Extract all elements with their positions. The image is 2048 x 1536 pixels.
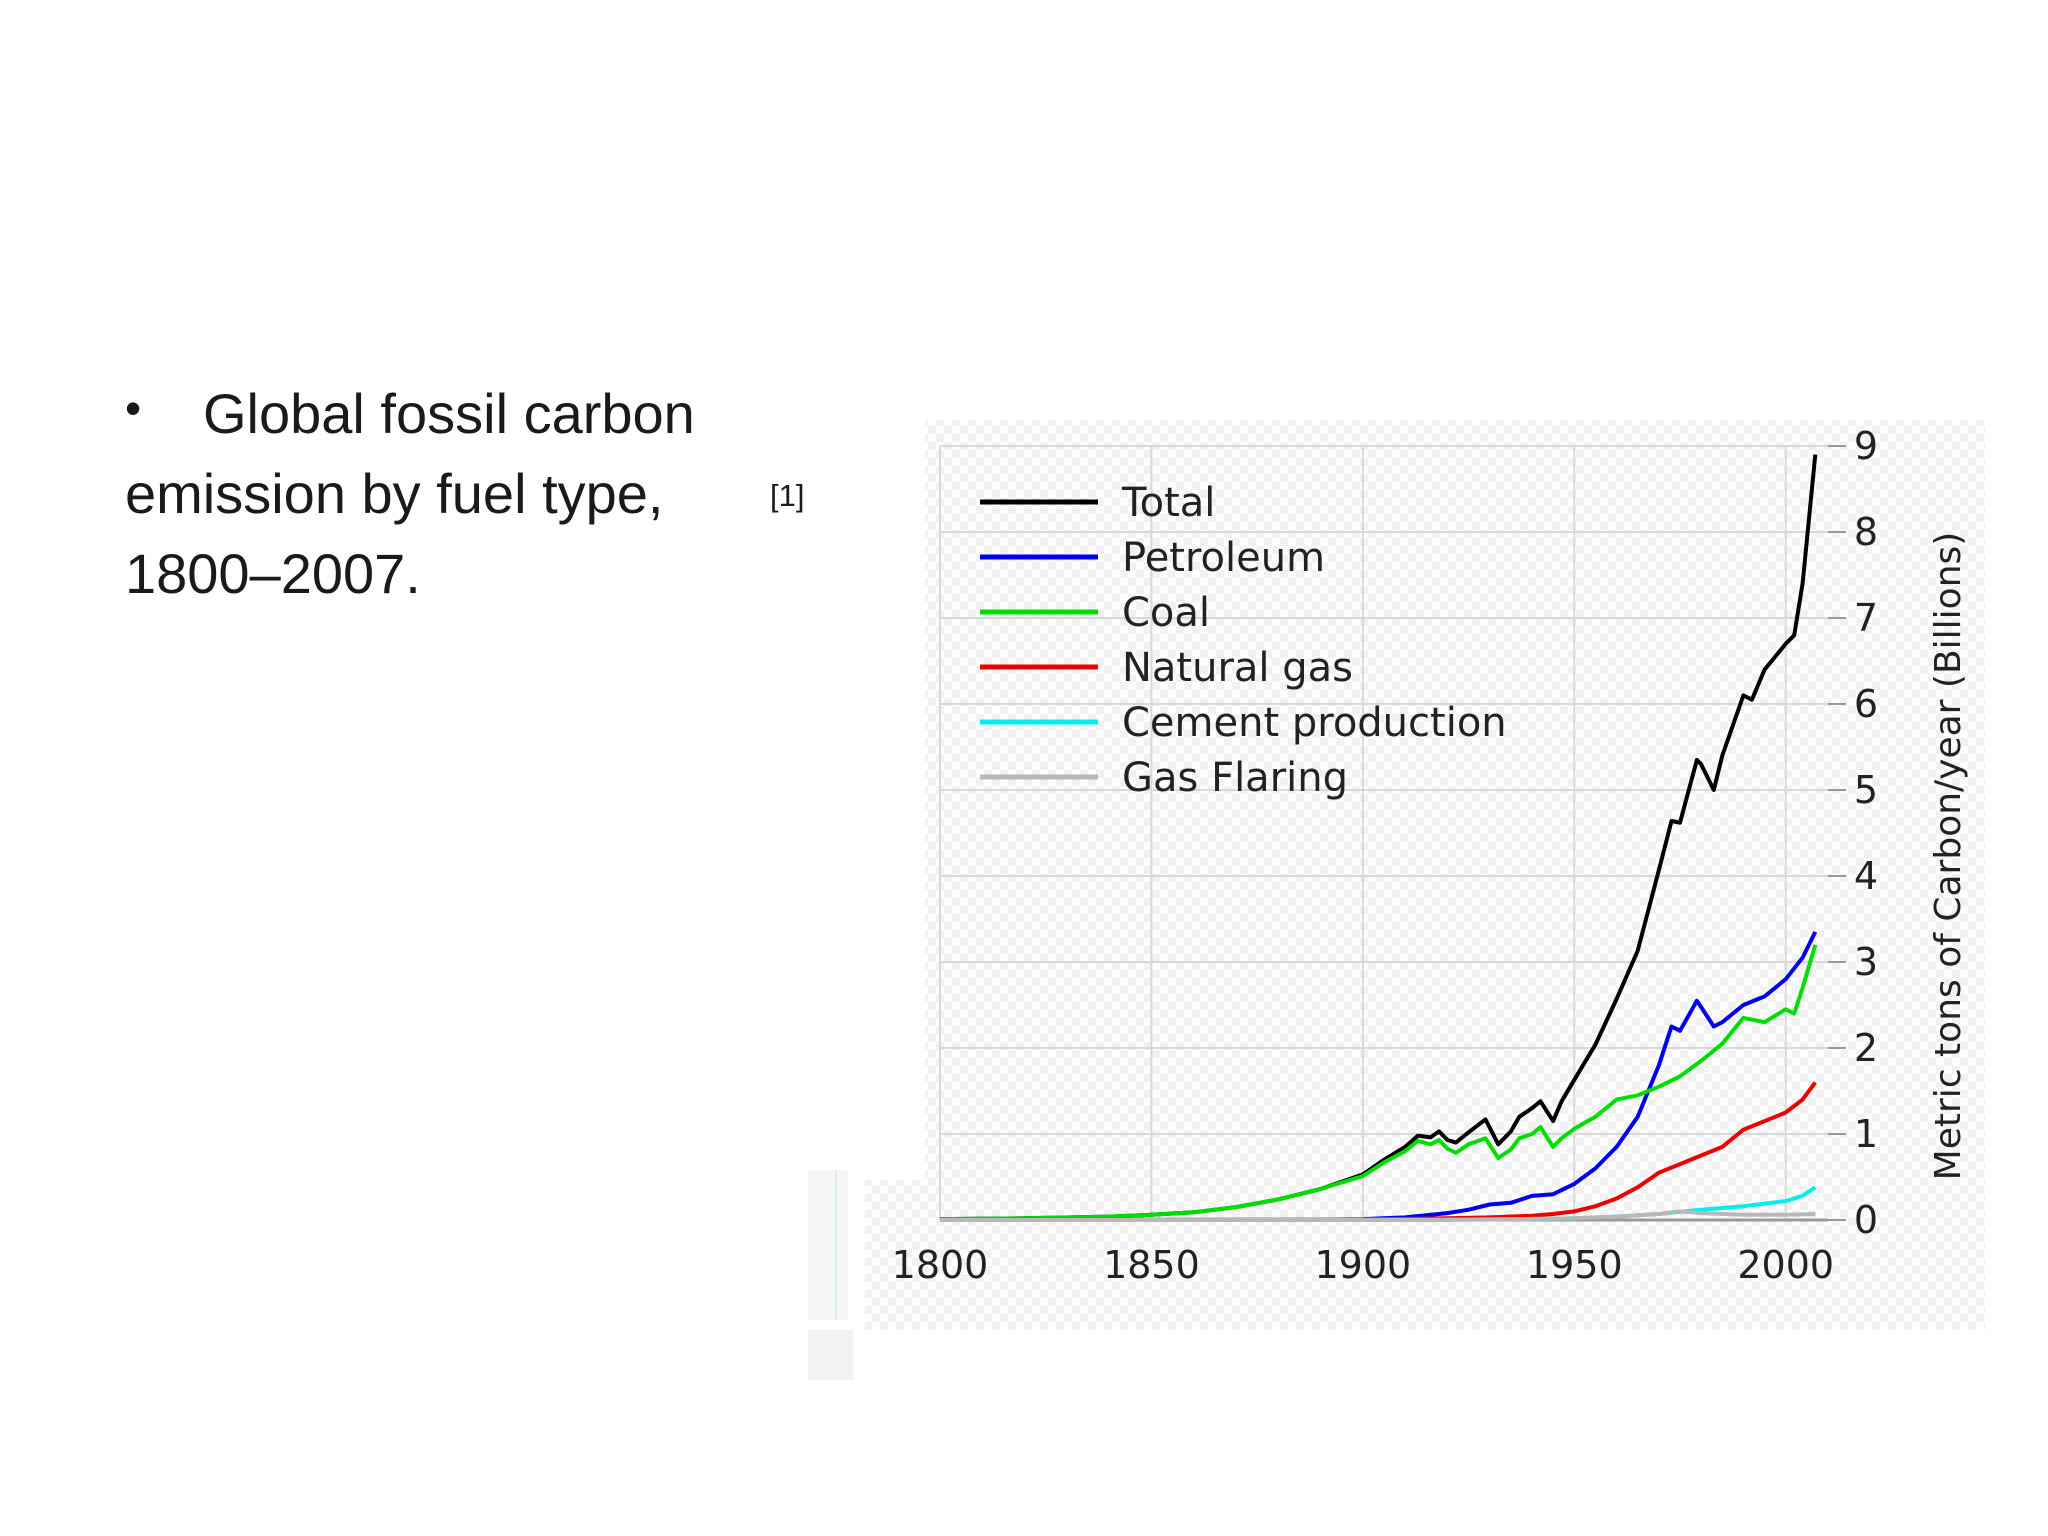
series-lines [939,454,1818,1222]
chart-background-lower [865,1180,1985,1330]
caption-block: • Global fossil carbon emission by fuel … [125,374,845,614]
y-tick-label: 6 [1854,682,1878,726]
x-tick-label: 1950 [1526,1243,1623,1287]
y-tick-label: 7 [1854,596,1878,640]
image-artifact [808,1170,848,1320]
y-axis-label: Metric tons of Carbon/year (Billions) [1928,532,1969,1181]
caption-line-2: emission by fuel type, [125,454,845,534]
y-tick-label: 4 [1854,854,1878,898]
legend-label: Petroleum [1122,535,1325,581]
y-tick-label: 8 [1854,510,1878,554]
legend-label: Cement production [1122,700,1507,746]
x-tick-label: 1800 [892,1243,989,1287]
y-tick-label: 2 [1854,1026,1878,1070]
legend-label: Natural gas [1122,645,1353,691]
series-line-gas-flaring [940,1209,1816,1222]
y-tick-label: 5 [1854,768,1878,812]
bullet-icon: • [125,382,142,434]
x-tick-label: 2000 [1737,1243,1834,1287]
chart-svg: 1800 1850 1900 1950 2000 0 1 2 3 4 5 6 7 8 9 Total Petr… [865,420,1985,1330]
legend-label: Gas Flaring [1122,755,1348,801]
image-artifact-line [835,1170,837,1320]
legend-label: Coal [1122,590,1210,636]
x-tick-label: 1900 [1314,1243,1411,1287]
citation-link[interactable]: [1] [770,478,805,513]
series-line-coal [939,944,1818,1222]
image-artifact-box [808,1330,853,1380]
legend: Total Petroleum Coal Natural gas Cement prod… [980,480,1507,801]
y-tick-label: 1 [1854,1112,1878,1156]
caption-text-2: emission by fuel type, [125,462,664,525]
caption-line-1: • Global fossil carbon [125,374,845,454]
chart-background [925,420,1985,1180]
caption-text-1: Global fossil carbon [203,382,695,445]
y-tick-label: 3 [1854,940,1878,984]
caption-text-3: 1800–2007. [125,542,421,605]
legend-label: Total [1121,480,1215,526]
y-tick-label: 9 [1854,424,1878,468]
series-line-petroleum [940,931,1818,1222]
emissions-chart: 1800 1850 1900 1950 2000 0 1 2 3 4 5 6 7 8 9 Total Petr… [800,410,2000,1390]
caption-line-3: 1800–2007. [125,534,845,614]
x-tick-label: 1850 [1103,1243,1200,1287]
y-tick-label: 0 [1854,1198,1878,1242]
